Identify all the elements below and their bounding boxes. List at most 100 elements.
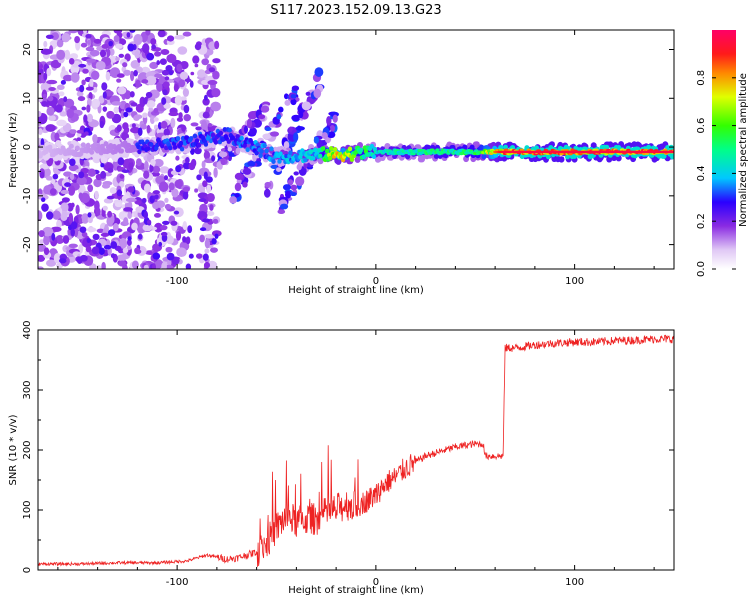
- chart-title: S117.2023.152.09.13.G23: [270, 3, 441, 18]
- spectrogram-cell: [130, 70, 135, 82]
- spectrogram-cell: [558, 156, 565, 163]
- spectrogram-cell: [133, 70, 138, 77]
- spectrogram-cell: [178, 140, 184, 146]
- spectrogram-cell: [247, 111, 258, 120]
- spectrogram-cell: [203, 261, 211, 269]
- spectrogram-cell: [164, 76, 170, 81]
- spectrogram-cell: [76, 256, 83, 264]
- spectrogram-cell: [68, 143, 74, 149]
- spectrogram-cell: [234, 172, 244, 181]
- spectrogram-cell: [129, 30, 136, 33]
- spectrogram-cell: [198, 198, 207, 203]
- spectrogram-cell: [239, 135, 244, 141]
- spectrogram-cell: [291, 85, 300, 91]
- spectrogram-cell: [74, 36, 81, 44]
- snr-line: [38, 334, 674, 567]
- spectrogram-cell: [86, 113, 93, 123]
- spectrogram-cell: [66, 108, 75, 119]
- spectrogram-cell: [122, 62, 128, 68]
- spectrogram-cell: [137, 149, 142, 155]
- spectrogram-cell: [89, 78, 94, 88]
- spectrogram-cell: [111, 101, 122, 106]
- spectrogram-cell: [433, 153, 439, 159]
- spectrogram-cell: [156, 81, 163, 93]
- spectrogram-cell: [160, 48, 170, 56]
- spectrogram-cell: [144, 160, 149, 171]
- spectrogram-cell: [58, 91, 65, 97]
- spectrogram-cell: [140, 123, 147, 130]
- spectrogram-cell: [99, 49, 107, 58]
- spectrogram-cell: [503, 144, 508, 150]
- spectrogram-cell: [197, 69, 206, 78]
- spectrogram-cell: [123, 111, 129, 118]
- spectrogram-cell: [102, 205, 108, 211]
- spectrogram-cell: [661, 153, 667, 159]
- spectrogram-cell: [100, 170, 107, 179]
- spectrogram-cell: [107, 167, 114, 173]
- spectrogram-cell: [116, 124, 122, 132]
- spectrogram-cell: [227, 146, 233, 152]
- spectrogram-cell: [43, 235, 50, 246]
- spectrogram-cell: [157, 30, 166, 38]
- spectrogram-cell: [572, 153, 578, 159]
- spectrogram-cell: [127, 211, 132, 220]
- spectrogram-cell: [89, 49, 100, 57]
- spectrogram-cell: [52, 210, 61, 220]
- spectrogram-cell: [164, 197, 169, 203]
- spectrogram-cell: [85, 142, 91, 149]
- spectrogram-cell: [328, 155, 333, 161]
- spectrogram-cell: [295, 176, 305, 187]
- spectrogram-cell: [203, 142, 209, 147]
- spectrogram-cell: [209, 204, 214, 211]
- spectrogram-cell: [369, 143, 375, 149]
- spectrogram-cell: [62, 235, 70, 244]
- spectrogram-cell: [135, 158, 142, 167]
- spectrogram-cell: [85, 86, 94, 91]
- spectrogram-cell: [214, 40, 220, 50]
- spectrogram-cell: [168, 145, 173, 151]
- spectrogram-cell: [153, 158, 164, 168]
- spectrogram-cell: [176, 63, 183, 73]
- spectrogram-cell: [38, 61, 42, 66]
- spectrogram-cell: [133, 34, 143, 45]
- spectrogram-cell: [70, 228, 75, 237]
- spectrogram-cell: [143, 211, 149, 220]
- spectrogram-cell: [63, 96, 68, 103]
- spectrogram-cell: [40, 48, 52, 55]
- spectrogram-cell: [260, 105, 270, 113]
- spectrogram-y-tick-label: 10: [22, 92, 33, 105]
- spectrogram-cell: [62, 74, 74, 82]
- spectrogram-cell: [189, 80, 194, 88]
- spectrogram-cell: [208, 67, 216, 73]
- spectrogram-cell: [206, 210, 215, 217]
- spectrogram-cell: [183, 104, 190, 114]
- spectrogram-cell: [82, 68, 89, 74]
- spectrogram-cell: [112, 223, 119, 232]
- spectrogram-cell: [81, 213, 90, 224]
- spectrogram-cell: [78, 171, 85, 179]
- spectrogram-cell: [606, 156, 613, 163]
- spectrogram-cell: [203, 171, 208, 180]
- spectrogram-cell: [435, 148, 440, 152]
- spectrogram-cell: [212, 58, 221, 64]
- spectrogram-cell: [84, 131, 89, 136]
- spectrogram-cell: [604, 144, 610, 150]
- spectrogram-cell: [86, 104, 91, 113]
- spectrogram-cell: [175, 165, 182, 173]
- spectrogram-cell: [202, 111, 210, 119]
- spectrogram-cell: [96, 228, 105, 233]
- colorbar-tick-label: 0.6: [696, 118, 707, 134]
- spectrogram-cell: [45, 175, 53, 181]
- spectrogram-cell: [119, 148, 124, 154]
- spectrogram-cell: [38, 230, 45, 238]
- spectrogram-cell: [201, 58, 210, 66]
- spectrogram-cell: [43, 72, 48, 81]
- spectrogram-cell: [68, 30, 78, 34]
- spectrogram-cell: [282, 184, 292, 191]
- snr-x-tick-label: -100: [166, 577, 189, 588]
- spectrogram-cell: [43, 185, 52, 195]
- snr-y-tick-label: 100: [22, 500, 33, 519]
- spectrogram-cell: [204, 234, 215, 239]
- spectrogram-cell: [81, 106, 87, 111]
- spectrogram-cell: [142, 223, 153, 232]
